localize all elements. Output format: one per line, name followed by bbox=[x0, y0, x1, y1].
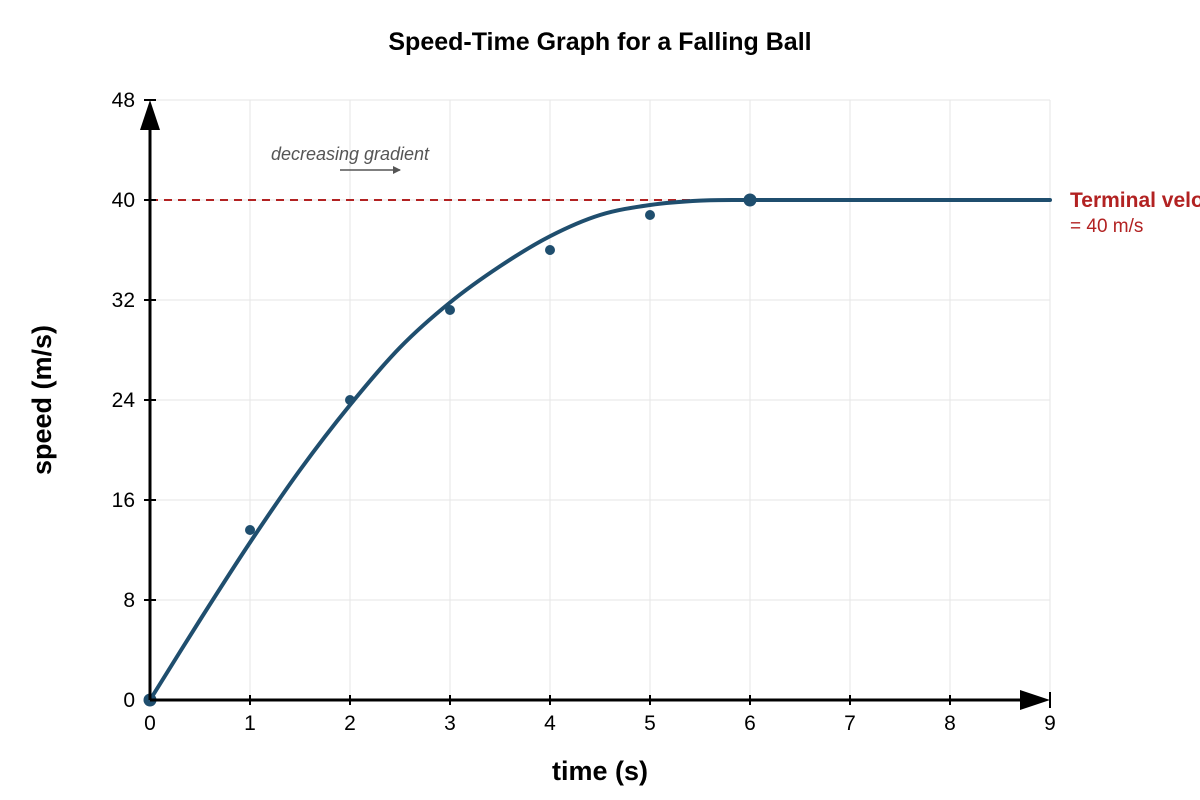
y-tick-labels: 0 8 16 24 32 40 48 bbox=[112, 89, 156, 712]
terminal-velocity-label: Terminal velocity bbox=[1070, 189, 1200, 212]
y-tick-label: 40 bbox=[112, 189, 135, 212]
x-tick-label: 5 bbox=[644, 712, 656, 735]
grid-lines bbox=[150, 99, 1051, 700]
data-point bbox=[645, 210, 655, 220]
y-tick-label: 32 bbox=[112, 289, 135, 312]
y-tick-label: 16 bbox=[112, 489, 135, 512]
data-point bbox=[245, 525, 255, 535]
data-point bbox=[345, 395, 355, 405]
decreasing-gradient-annotation: decreasing gradient bbox=[271, 144, 430, 164]
x-tick-label: 8 bbox=[944, 712, 956, 735]
x-tick-label: 0 bbox=[144, 712, 156, 735]
chart-title: Speed-Time Graph for a Falling Ball bbox=[388, 28, 811, 56]
y-tick-label: 48 bbox=[112, 89, 135, 112]
x-tick-label: 3 bbox=[444, 712, 456, 735]
key-data-point bbox=[743, 193, 757, 207]
y-tick-label: 8 bbox=[123, 589, 135, 612]
x-tick-label: 9 bbox=[1044, 712, 1056, 735]
x-tick-label: 7 bbox=[844, 712, 856, 735]
x-tick-label: 4 bbox=[544, 712, 556, 735]
speed-curve bbox=[148, 197, 1052, 702]
y-tick-label: 24 bbox=[112, 389, 136, 412]
x-axis-arrow-icon bbox=[1020, 690, 1050, 710]
y-axis-arrow-icon bbox=[140, 100, 160, 130]
y-tick-label: 0 bbox=[123, 689, 135, 712]
data-point bbox=[445, 305, 455, 315]
axes bbox=[140, 100, 1050, 710]
x-tick-label: 1 bbox=[244, 712, 256, 735]
x-tick-label: 2 bbox=[344, 712, 356, 735]
terminal-velocity-value: = 40 m/s bbox=[1070, 216, 1143, 237]
y-axis-label: speed (m/s) bbox=[27, 325, 57, 475]
x-tick-labels: 0 1 2 3 4 5 6 7 8 9 bbox=[144, 692, 1056, 735]
curve-group bbox=[148, 197, 1052, 702]
x-tick-label: 6 bbox=[744, 712, 756, 735]
x-axis-label: time (s) bbox=[552, 756, 648, 786]
data-point bbox=[545, 245, 555, 255]
